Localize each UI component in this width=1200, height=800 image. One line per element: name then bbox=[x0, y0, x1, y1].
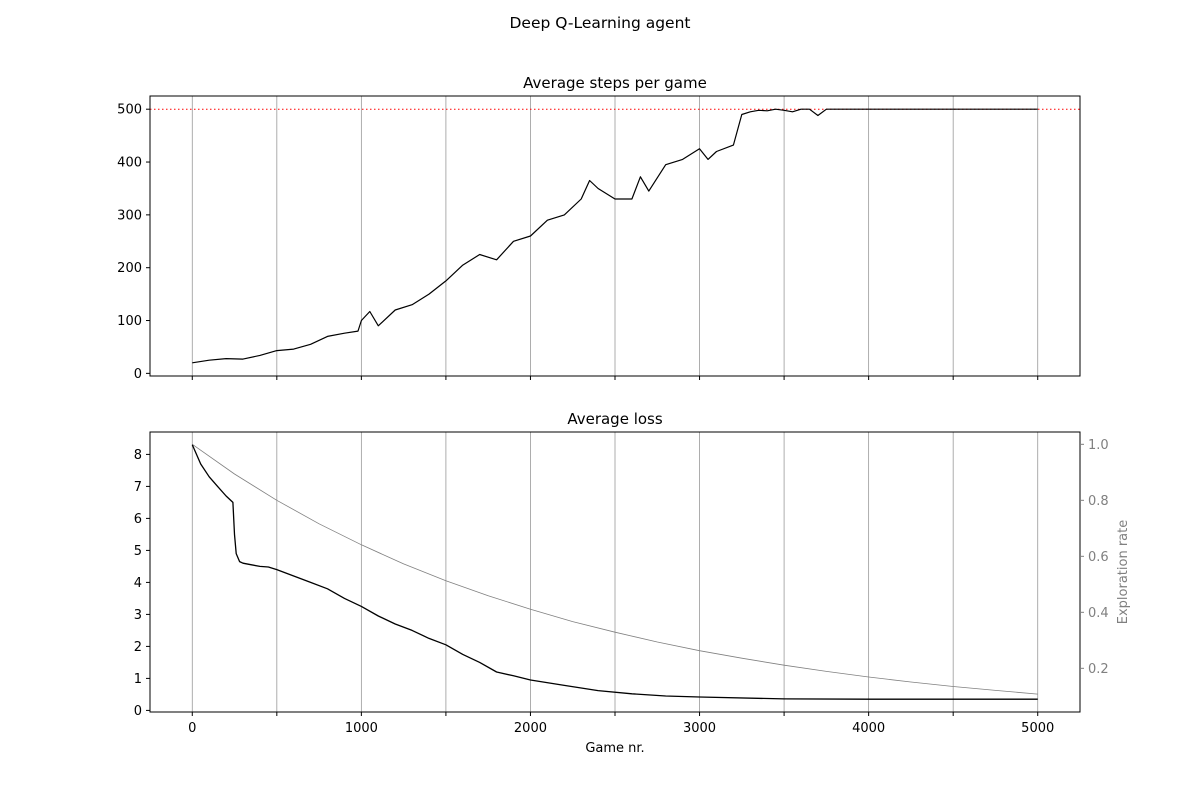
loss-line bbox=[191, 444, 1038, 700]
y-tick-label: 0.6 bbox=[1088, 550, 1109, 565]
loss-chart-grid bbox=[191, 432, 1039, 712]
y-tick-label: 0.4 bbox=[1088, 606, 1109, 621]
x-tick-label: 5000 bbox=[1021, 721, 1054, 736]
y-tick-label: 1.0 bbox=[1088, 438, 1109, 453]
y-tick-label: 4 bbox=[134, 576, 142, 591]
loss-y-axis: 0 1 2 3 4 5 6 7 8 bbox=[134, 448, 150, 719]
y-tick-label: 1 bbox=[134, 672, 142, 687]
y-tick-label: 0 bbox=[134, 367, 142, 382]
steps-series bbox=[192, 108, 1038, 364]
loss-chart: Average loss 0 1 2 3 4 5 6 7 8 0.2 0.4 0.6 0.8 1.0 0… bbox=[134, 410, 1131, 756]
y-tick-label: 500 bbox=[117, 103, 142, 118]
y-tick-label: 6 bbox=[134, 512, 142, 527]
exploration-line bbox=[192, 443, 1038, 695]
loss-series bbox=[191, 443, 1038, 700]
loss-x-axis: 0 1000 2000 3000 4000 5000 bbox=[188, 712, 1054, 736]
exploration-axis-label: Exploration rate bbox=[1116, 520, 1131, 624]
steps-chart-grid bbox=[191, 96, 1039, 376]
y-tick-label: 300 bbox=[117, 208, 142, 223]
steps-chart-title: Average steps per game bbox=[523, 74, 707, 92]
y-tick-label: 2 bbox=[134, 640, 142, 655]
y-tick-label: 5 bbox=[134, 544, 142, 559]
x-tick-label: 0 bbox=[188, 721, 196, 736]
y-tick-label: 3 bbox=[134, 608, 142, 623]
x-tick-label: 1000 bbox=[345, 721, 378, 736]
steps-x-axis bbox=[191, 376, 1039, 380]
figure-title: Deep Q-Learning agent bbox=[510, 14, 691, 32]
y-tick-label: 0.2 bbox=[1088, 662, 1109, 677]
x-tick-label: 4000 bbox=[852, 721, 885, 736]
steps-chart: Average steps per game 0 100 200 300 400 500 bbox=[117, 74, 1081, 382]
y-tick-label: 8 bbox=[134, 448, 142, 463]
y-tick-label: 200 bbox=[117, 261, 142, 276]
y-tick-label: 0.8 bbox=[1088, 494, 1109, 509]
exploration-y-axis: 0.2 0.4 0.6 0.8 1.0 bbox=[1080, 438, 1109, 677]
y-tick-label: 400 bbox=[117, 156, 142, 171]
y-tick-label: 7 bbox=[134, 480, 142, 495]
loss-chart-title: Average loss bbox=[567, 410, 663, 428]
steps-y-axis: 0 100 200 300 400 500 bbox=[117, 103, 150, 382]
y-tick-label: 0 bbox=[134, 704, 142, 719]
x-axis-label: Game nr. bbox=[585, 741, 644, 756]
steps-line bbox=[192, 108, 1038, 364]
x-tick-label: 2000 bbox=[514, 721, 547, 736]
y-tick-label: 100 bbox=[117, 314, 142, 329]
x-tick-label: 3000 bbox=[683, 721, 716, 736]
